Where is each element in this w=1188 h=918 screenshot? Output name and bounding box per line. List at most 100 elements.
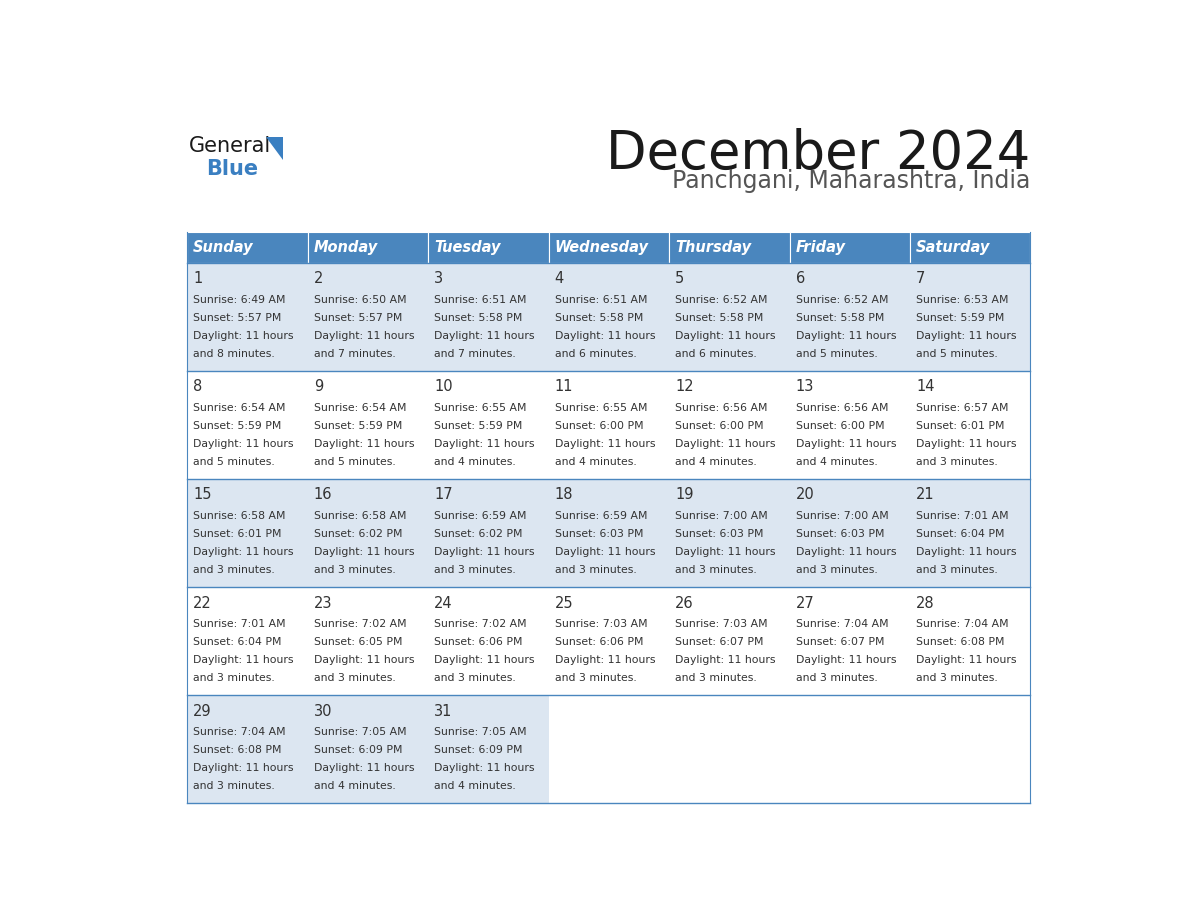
Text: Sunrise: 7:03 AM: Sunrise: 7:03 AM <box>675 620 767 630</box>
Text: 19: 19 <box>675 487 694 502</box>
Text: and 3 minutes.: and 3 minutes. <box>194 781 276 791</box>
Text: Sunset: 6:02 PM: Sunset: 6:02 PM <box>434 529 523 539</box>
Text: Daylight: 11 hours: Daylight: 11 hours <box>434 547 535 557</box>
Text: Saturday: Saturday <box>916 240 991 254</box>
Text: Wednesday: Wednesday <box>555 240 649 254</box>
Bar <box>188 263 1030 371</box>
Text: Sunrise: 7:04 AM: Sunrise: 7:04 AM <box>916 620 1009 630</box>
Text: Sunset: 5:58 PM: Sunset: 5:58 PM <box>555 313 643 323</box>
Text: Daylight: 11 hours: Daylight: 11 hours <box>314 763 415 773</box>
Text: 28: 28 <box>916 596 935 610</box>
Text: Sunset: 6:06 PM: Sunset: 6:06 PM <box>555 637 643 647</box>
Text: Panchgani, Maharashtra, India: Panchgani, Maharashtra, India <box>672 169 1030 193</box>
Text: Sunrise: 6:49 AM: Sunrise: 6:49 AM <box>194 295 286 305</box>
Text: Sunrise: 7:05 AM: Sunrise: 7:05 AM <box>314 727 406 737</box>
Text: and 3 minutes.: and 3 minutes. <box>675 565 757 575</box>
Text: Tuesday: Tuesday <box>434 240 500 254</box>
Text: Daylight: 11 hours: Daylight: 11 hours <box>916 439 1017 449</box>
Text: Sunset: 5:59 PM: Sunset: 5:59 PM <box>314 421 402 431</box>
Text: Sunrise: 7:05 AM: Sunrise: 7:05 AM <box>434 727 526 737</box>
Text: Sunrise: 7:00 AM: Sunrise: 7:00 AM <box>675 511 767 521</box>
Text: Sunset: 6:03 PM: Sunset: 6:03 PM <box>675 529 764 539</box>
Text: and 4 minutes.: and 4 minutes. <box>314 781 396 791</box>
Text: Daylight: 11 hours: Daylight: 11 hours <box>555 439 655 449</box>
Text: Sunrise: 6:56 AM: Sunrise: 6:56 AM <box>796 403 889 413</box>
Text: Sunset: 6:06 PM: Sunset: 6:06 PM <box>434 637 523 647</box>
Text: Sunset: 6:03 PM: Sunset: 6:03 PM <box>796 529 884 539</box>
Text: Sunset: 6:07 PM: Sunset: 6:07 PM <box>675 637 764 647</box>
Text: Sunset: 5:59 PM: Sunset: 5:59 PM <box>434 421 523 431</box>
Text: Sunrise: 6:52 AM: Sunrise: 6:52 AM <box>675 295 767 305</box>
Text: 30: 30 <box>314 704 333 719</box>
Bar <box>188 587 1030 695</box>
Text: Sunset: 6:08 PM: Sunset: 6:08 PM <box>916 637 1005 647</box>
Text: and 6 minutes.: and 6 minutes. <box>675 349 757 359</box>
Text: Sunrise: 6:58 AM: Sunrise: 6:58 AM <box>194 511 286 521</box>
Text: Sunset: 6:08 PM: Sunset: 6:08 PM <box>194 745 282 756</box>
Text: 1: 1 <box>194 271 202 286</box>
Text: 9: 9 <box>314 379 323 395</box>
Text: Sunset: 6:04 PM: Sunset: 6:04 PM <box>916 529 1005 539</box>
Text: Sunset: 5:58 PM: Sunset: 5:58 PM <box>675 313 764 323</box>
Bar <box>188 479 1030 587</box>
Text: Daylight: 11 hours: Daylight: 11 hours <box>314 547 415 557</box>
Text: Sunrise: 6:50 AM: Sunrise: 6:50 AM <box>314 295 406 305</box>
Text: Sunset: 6:03 PM: Sunset: 6:03 PM <box>555 529 643 539</box>
Text: and 7 minutes.: and 7 minutes. <box>314 349 396 359</box>
Text: and 7 minutes.: and 7 minutes. <box>434 349 516 359</box>
Text: and 3 minutes.: and 3 minutes. <box>916 456 998 466</box>
Text: Sunrise: 7:02 AM: Sunrise: 7:02 AM <box>434 620 526 630</box>
Text: December 2024: December 2024 <box>606 128 1030 180</box>
Text: Sunset: 6:01 PM: Sunset: 6:01 PM <box>194 529 282 539</box>
Text: Daylight: 11 hours: Daylight: 11 hours <box>796 330 896 341</box>
Text: Daylight: 11 hours: Daylight: 11 hours <box>434 655 535 665</box>
Text: and 3 minutes.: and 3 minutes. <box>555 673 637 683</box>
Text: Sunrise: 6:59 AM: Sunrise: 6:59 AM <box>434 511 526 521</box>
Text: 29: 29 <box>194 704 211 719</box>
Bar <box>188 371 1030 479</box>
Text: Daylight: 11 hours: Daylight: 11 hours <box>434 439 535 449</box>
Text: Sunrise: 6:55 AM: Sunrise: 6:55 AM <box>555 403 647 413</box>
Bar <box>790 232 910 263</box>
Text: Daylight: 11 hours: Daylight: 11 hours <box>796 439 896 449</box>
Text: Sunrise: 6:57 AM: Sunrise: 6:57 AM <box>916 403 1009 413</box>
Polygon shape <box>266 137 284 161</box>
Text: 16: 16 <box>314 487 333 502</box>
Text: Sunset: 6:00 PM: Sunset: 6:00 PM <box>675 421 764 431</box>
Bar <box>549 232 669 263</box>
Bar <box>910 232 1030 263</box>
Text: and 3 minutes.: and 3 minutes. <box>314 673 396 683</box>
Text: and 3 minutes.: and 3 minutes. <box>194 565 276 575</box>
Text: 17: 17 <box>434 487 453 502</box>
Text: 13: 13 <box>796 379 814 395</box>
Text: 21: 21 <box>916 487 935 502</box>
Text: Monday: Monday <box>314 240 378 254</box>
Text: Sunrise: 7:04 AM: Sunrise: 7:04 AM <box>796 620 889 630</box>
Text: Daylight: 11 hours: Daylight: 11 hours <box>675 439 776 449</box>
Bar <box>188 232 308 263</box>
Text: Sunset: 5:59 PM: Sunset: 5:59 PM <box>916 313 1004 323</box>
Text: and 5 minutes.: and 5 minutes. <box>796 349 877 359</box>
Text: Daylight: 11 hours: Daylight: 11 hours <box>555 655 655 665</box>
Text: Friday: Friday <box>796 240 846 254</box>
Text: 3: 3 <box>434 271 443 286</box>
Text: and 8 minutes.: and 8 minutes. <box>194 349 276 359</box>
Text: Daylight: 11 hours: Daylight: 11 hours <box>314 439 415 449</box>
Text: 10: 10 <box>434 379 453 395</box>
Text: 24: 24 <box>434 596 453 610</box>
Text: and 4 minutes.: and 4 minutes. <box>796 456 877 466</box>
Text: Sunrise: 7:00 AM: Sunrise: 7:00 AM <box>796 511 889 521</box>
Text: Daylight: 11 hours: Daylight: 11 hours <box>194 330 293 341</box>
Text: 8: 8 <box>194 379 202 395</box>
Text: 6: 6 <box>796 271 804 286</box>
Text: Daylight: 11 hours: Daylight: 11 hours <box>314 330 415 341</box>
Text: Sunrise: 6:51 AM: Sunrise: 6:51 AM <box>555 295 647 305</box>
Text: and 4 minutes.: and 4 minutes. <box>555 456 637 466</box>
Text: Sunset: 6:09 PM: Sunset: 6:09 PM <box>434 745 523 756</box>
Text: Daylight: 11 hours: Daylight: 11 hours <box>434 330 535 341</box>
Text: Sunset: 6:04 PM: Sunset: 6:04 PM <box>194 637 282 647</box>
Bar <box>669 695 790 803</box>
Text: Daylight: 11 hours: Daylight: 11 hours <box>675 547 776 557</box>
Text: Daylight: 11 hours: Daylight: 11 hours <box>675 655 776 665</box>
Text: Daylight: 11 hours: Daylight: 11 hours <box>916 655 1017 665</box>
